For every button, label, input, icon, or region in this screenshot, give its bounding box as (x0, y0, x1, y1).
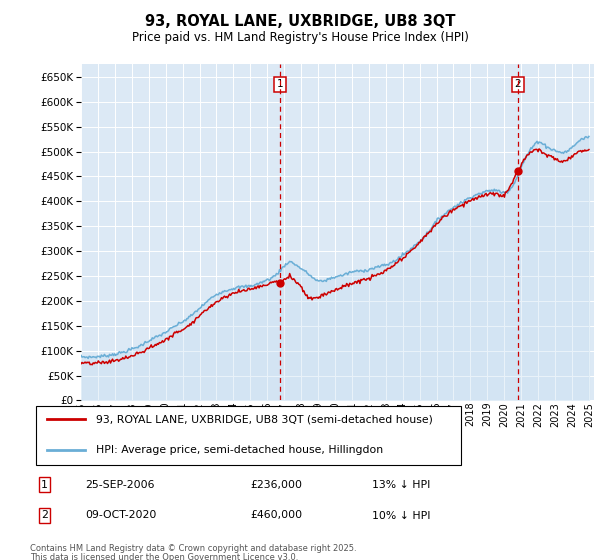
FancyBboxPatch shape (35, 406, 461, 465)
Text: 25-SEP-2006: 25-SEP-2006 (85, 479, 155, 489)
Text: HPI: Average price, semi-detached house, Hillingdon: HPI: Average price, semi-detached house,… (96, 445, 383, 455)
Text: £460,000: £460,000 (251, 511, 303, 520)
Text: 1: 1 (41, 479, 48, 489)
Text: 13% ↓ HPI: 13% ↓ HPI (372, 479, 431, 489)
Text: 2: 2 (514, 80, 521, 89)
Text: 93, ROYAL LANE, UXBRIDGE, UB8 3QT (semi-detached house): 93, ROYAL LANE, UXBRIDGE, UB8 3QT (semi-… (96, 414, 433, 424)
Text: 1: 1 (277, 80, 283, 89)
Text: £236,000: £236,000 (251, 479, 303, 489)
Text: This data is licensed under the Open Government Licence v3.0.: This data is licensed under the Open Gov… (30, 553, 298, 560)
Text: Price paid vs. HM Land Registry's House Price Index (HPI): Price paid vs. HM Land Registry's House … (131, 31, 469, 44)
Text: 10% ↓ HPI: 10% ↓ HPI (372, 511, 431, 520)
Text: 2: 2 (41, 511, 48, 520)
Text: 09-OCT-2020: 09-OCT-2020 (85, 511, 157, 520)
Text: Contains HM Land Registry data © Crown copyright and database right 2025.: Contains HM Land Registry data © Crown c… (30, 544, 356, 553)
Text: 93, ROYAL LANE, UXBRIDGE, UB8 3QT: 93, ROYAL LANE, UXBRIDGE, UB8 3QT (145, 14, 455, 29)
